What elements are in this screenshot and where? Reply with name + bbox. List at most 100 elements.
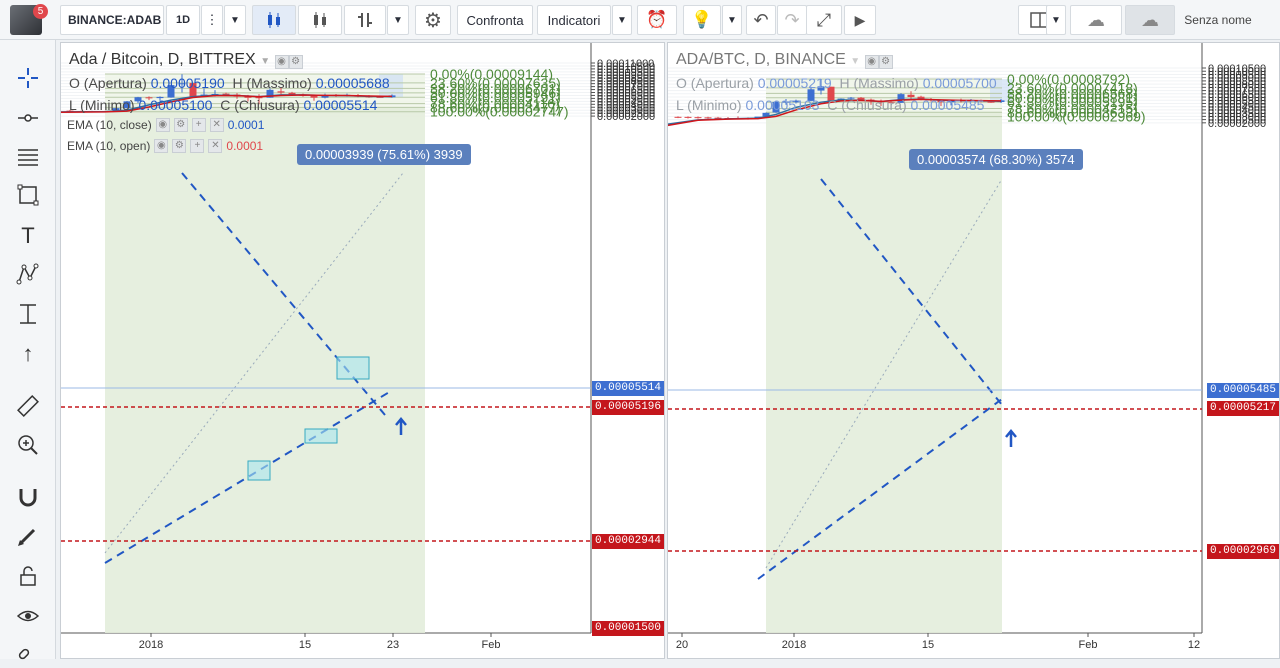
more-icon[interactable]: + bbox=[191, 118, 206, 132]
settings-icon[interactable]: ⚙ bbox=[288, 55, 303, 69]
chevron-down-icon[interactable]: ▼ bbox=[260, 56, 271, 67]
undo-button[interactable]: ↶ bbox=[746, 5, 776, 35]
candle-body bbox=[145, 97, 153, 99]
crosshair-tool[interactable] bbox=[14, 64, 42, 92]
trendline-up bbox=[757, 398, 1003, 580]
visibility-tool[interactable] bbox=[14, 602, 42, 630]
arrow-tool[interactable]: ↑ bbox=[14, 340, 42, 368]
eye-icon bbox=[16, 610, 40, 622]
lock-tool[interactable] bbox=[14, 562, 42, 590]
ruler-icon bbox=[17, 395, 39, 417]
candle-body bbox=[847, 97, 855, 99]
price-axis-label: 0.00004500 bbox=[1208, 102, 1266, 114]
undo-icon: ↶ bbox=[753, 9, 769, 30]
drawing-mode-tool[interactable] bbox=[14, 522, 42, 550]
low-label: L (Minimo) bbox=[676, 97, 742, 113]
price-axis-label: 0.00003000 bbox=[597, 105, 655, 117]
time-axis-label: Feb bbox=[482, 639, 501, 651]
open-label: O (Apertura) bbox=[69, 75, 147, 91]
zoom-tool[interactable] bbox=[14, 431, 42, 459]
indicators-dropdown-button[interactable]: ▼ bbox=[612, 5, 632, 35]
fib-label: 100.00%(0.00002747) bbox=[430, 104, 569, 120]
unlock-icon bbox=[20, 566, 36, 586]
ema-open-line bbox=[668, 98, 1002, 127]
chart-pane-right[interactable]: 0.00%(0.00008792) 23.60%(0.00007418) 38.20… bbox=[667, 42, 1280, 659]
price-tag-line: 0.00005196 bbox=[592, 400, 664, 415]
ideas-dropdown-button[interactable]: ▼ bbox=[722, 5, 742, 35]
candle-body bbox=[244, 96, 252, 98]
chart-pane-left[interactable]: 0.00%(0.00009144) 23.60%(0.00007635) 38.20… bbox=[60, 42, 665, 659]
candle-body bbox=[134, 97, 142, 102]
eye-icon[interactable]: ◉ bbox=[155, 118, 170, 132]
measure-zone bbox=[379, 73, 403, 98]
close-icon[interactable]: ✕ bbox=[209, 118, 224, 132]
indicators-button[interactable]: Indicatori bbox=[537, 5, 611, 35]
more-icon[interactable]: + bbox=[190, 139, 205, 153]
ema-close-legend[interactable]: EMA (10, close) ◉ ⚙ + ✕ 0.0001 bbox=[67, 118, 264, 132]
compare-button[interactable]: Confronta bbox=[457, 5, 533, 35]
chart-canvas-right[interactable]: 0.00%(0.00008792)23.60%(0.00007418)38.20… bbox=[668, 43, 1279, 658]
price-tag-bottom: 0.00002944 bbox=[592, 534, 664, 549]
chevron-down-icon[interactable]: ▼ bbox=[224, 5, 246, 35]
gear-icon[interactable]: ⚙ bbox=[172, 139, 187, 153]
candle-body bbox=[827, 86, 835, 102]
settings-icon[interactable]: ⚙ bbox=[878, 55, 893, 69]
price-tag-bottom: 0.00002969 bbox=[1207, 544, 1279, 559]
candle-body bbox=[772, 101, 780, 113]
magnet-tool[interactable] bbox=[14, 483, 42, 511]
pattern-tool[interactable] bbox=[14, 260, 42, 288]
redo-button[interactable]: ↷ bbox=[777, 5, 807, 35]
time-axis-label: 20 bbox=[676, 639, 688, 651]
replay-button[interactable]: ▶ bbox=[844, 5, 876, 35]
chart-canvas-left[interactable]: 0.00%(0.00009144)23.60%(0.00007635)38.20… bbox=[61, 43, 664, 658]
ema-open-label: EMA (10, open) bbox=[67, 139, 151, 153]
price-axis-label: 0.00005500 bbox=[597, 90, 655, 102]
alert-button[interactable]: ⏰ bbox=[637, 5, 677, 35]
eye-icon[interactable]: ◉ bbox=[154, 139, 169, 153]
trendline-down bbox=[181, 172, 386, 416]
measure-tooltip: 0.00003939 (75.61%) 3939 bbox=[297, 144, 471, 165]
close-icon[interactable]: ✕ bbox=[208, 139, 223, 153]
rectangle-tool[interactable] bbox=[14, 181, 42, 209]
text-tool[interactable]: T bbox=[14, 222, 42, 250]
visibility-icon[interactable]: ◉ bbox=[864, 55, 879, 69]
forecast-tool[interactable] bbox=[14, 300, 42, 328]
fib-retracement-tool[interactable] bbox=[14, 142, 42, 170]
chart-type-dropdown-button[interactable]: ▼ bbox=[387, 5, 409, 35]
fib-zone-lower bbox=[766, 112, 1002, 633]
ruler-tool[interactable] bbox=[14, 392, 42, 420]
interval-button[interactable]: 1D bbox=[166, 5, 200, 35]
trendline-tool[interactable] bbox=[14, 104, 42, 132]
cloud-load-button[interactable]: ☁ bbox=[1070, 5, 1122, 35]
fullscreen-button[interactable]: ⤢ bbox=[806, 5, 842, 35]
price-axis-label: 0.00010000 bbox=[597, 64, 655, 76]
price-axis-label: 0.00002000 bbox=[597, 111, 655, 123]
ema-open-legend[interactable]: EMA (10, open) ◉ ⚙ + ✕ 0.0001 bbox=[67, 139, 263, 153]
arrow-up-icon bbox=[395, 417, 407, 435]
series-title: ADA/BTC, D, BINANCE bbox=[676, 51, 846, 68]
bars-style-button[interactable] bbox=[344, 5, 386, 35]
cloud-save-button[interactable]: ☁ bbox=[1125, 5, 1175, 35]
candle-body bbox=[156, 96, 164, 99]
more-menu-button[interactable]: ⋮ bbox=[201, 5, 223, 35]
candle-body bbox=[255, 97, 263, 99]
layout-name-button[interactable]: Senza nome bbox=[1184, 13, 1252, 27]
price-axis-label: 0.00008500 bbox=[1208, 76, 1266, 88]
candle-body bbox=[112, 108, 120, 112]
layout-dropdown-button[interactable]: ▼ bbox=[1046, 5, 1066, 35]
chevron-down-icon[interactable]: ▼ bbox=[850, 56, 861, 67]
settings-gear-button[interactable]: ⚙ bbox=[415, 5, 451, 35]
gear-icon[interactable]: ⚙ bbox=[173, 118, 188, 132]
high-label: H (Massimo) bbox=[232, 75, 312, 91]
hollow-candles-button[interactable] bbox=[298, 5, 342, 35]
price-axis-label: 0.00006000 bbox=[597, 88, 655, 100]
ideas-button[interactable]: 💡 bbox=[683, 5, 721, 35]
candles-style-button[interactable] bbox=[252, 5, 296, 35]
price-axis-label: 0.00006000 bbox=[1208, 92, 1266, 104]
price-axis-label: 0.00009500 bbox=[597, 67, 655, 79]
symbol-search-input[interactable]: BINANCE:ADAB bbox=[60, 5, 164, 35]
link-tool[interactable] bbox=[14, 640, 42, 668]
visibility-icon[interactable]: ◉ bbox=[274, 55, 289, 69]
price-tag-current: 0.00005485 bbox=[1207, 383, 1279, 398]
alarm-clock-icon: ⏰ bbox=[646, 10, 668, 29]
